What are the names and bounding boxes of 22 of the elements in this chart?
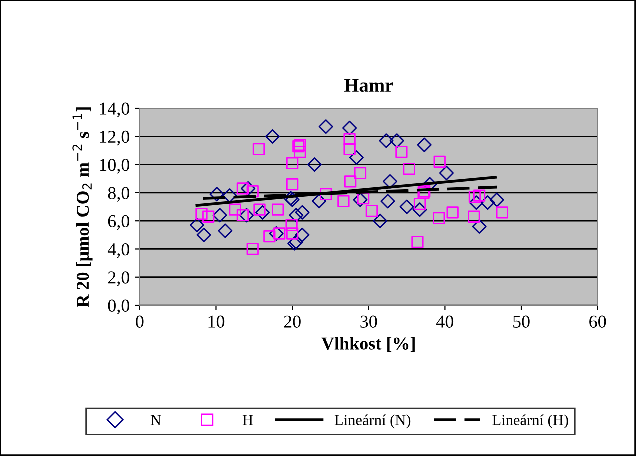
y-tick-label: 0,0 [108,300,130,315]
y-tick-label: 6,0 [108,215,130,230]
y-tick-label: 8,0 [108,187,130,202]
y-tick-label: 14,0 [100,102,130,118]
y-tick-label: 10,0 [100,159,130,174]
x-tick-label: 0 [136,316,144,328]
legend-label: N [150,415,162,426]
chart-title: Hamr [344,79,394,92]
legend-label: H [242,415,254,426]
x-tick-label: 40 [436,316,454,328]
x-axis-title: Vlhkost [%] [322,337,415,352]
x-tick-label: 10 [208,316,225,328]
x-tick-label: 60 [590,316,606,328]
legend-label: Lineární (N) [334,414,411,429]
legend-label: Lineární (H) [492,414,568,429]
x-tick-label: 30 [360,316,378,328]
y-tick-label: 4,0 [108,243,130,258]
y-tick-label: 2,0 [108,272,130,286]
y-tick-label: 12,0 [100,130,130,146]
x-tick-label: 20 [284,316,301,328]
y-axis-title: R 20 [μmol CO$_{2}$ m$^{−2}$ s$^{−1}$] [72,108,93,308]
x-tick-label: 50 [514,316,530,328]
